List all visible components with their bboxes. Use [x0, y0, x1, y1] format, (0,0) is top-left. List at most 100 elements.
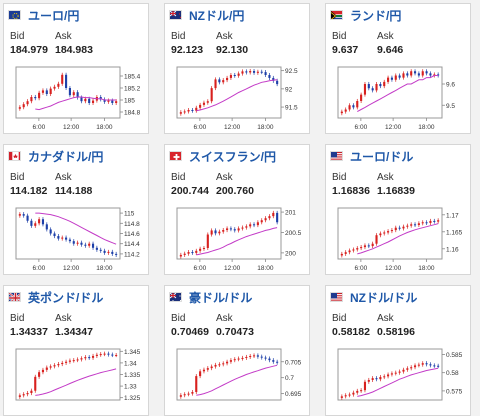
- card-header[interactable]: NZドル/円: [169, 7, 244, 23]
- candle-body: [387, 231, 389, 232]
- y-tick-label: 0.7: [285, 375, 294, 382]
- currency-pair-name[interactable]: ランド/円: [350, 7, 401, 24]
- y-tick-label: 1.17: [446, 212, 459, 219]
- candle-body: [426, 222, 428, 223]
- card-header[interactable]: ユーロ/ドル: [330, 148, 413, 164]
- ask-label: Ask: [55, 313, 72, 324]
- card-header[interactable]: 豪ドル/ドル: [169, 289, 252, 305]
- y-tick-label: 1.16: [446, 246, 459, 253]
- ask-label: Ask: [377, 172, 394, 183]
- za-flag: [330, 10, 343, 20]
- ask-value: 200.760: [216, 185, 254, 197]
- currency-pair-name[interactable]: 英ポンド/ドル: [28, 289, 103, 306]
- y-tick-label: 201: [285, 210, 296, 217]
- candle-body: [218, 364, 220, 365]
- candle-body: [46, 368, 48, 370]
- candle-body: [372, 88, 374, 90]
- candle-body: [211, 88, 213, 101]
- currency-pair-name[interactable]: カナダドル/円: [28, 148, 103, 165]
- candle-body: [26, 393, 28, 394]
- candle-body: [100, 250, 102, 251]
- ask-value: 0.70473: [216, 326, 254, 338]
- candle-body: [23, 394, 25, 395]
- bid-value: 1.34337: [10, 326, 48, 338]
- candle-body: [360, 390, 362, 391]
- x-tick-label: 6:00: [194, 124, 207, 131]
- y-tick-label: 1.165: [446, 229, 463, 236]
- candle-body: [261, 357, 263, 358]
- candle-body: [111, 252, 113, 254]
- ask-value: 9.646: [377, 44, 403, 56]
- currency-pair-name[interactable]: スイスフラン/円: [189, 148, 276, 165]
- currency-pair-name[interactable]: 豪ドル/ドル: [189, 289, 252, 306]
- uk-flag: [8, 292, 21, 302]
- candle-body: [276, 362, 278, 363]
- candle-body: [406, 368, 408, 369]
- candle-body: [211, 367, 213, 369]
- candle-body: [38, 219, 40, 223]
- candle-body: [345, 252, 347, 254]
- y-tick-label: 91.5: [285, 105, 298, 112]
- candle-body: [265, 72, 267, 75]
- card-header[interactable]: ユーロ/円: [8, 7, 79, 23]
- candle-body: [184, 254, 186, 255]
- y-tick-label: 185.2: [124, 86, 141, 93]
- candle-body: [238, 228, 240, 230]
- candle-body: [38, 372, 40, 377]
- candle-body: [341, 254, 343, 256]
- currency-pair-name[interactable]: ユーロ/円: [28, 7, 79, 24]
- candle-body: [433, 221, 435, 222]
- currency-pair-name[interactable]: ユーロ/ドル: [350, 148, 413, 165]
- candle-body: [375, 378, 377, 379]
- bid-value: 114.182: [10, 185, 47, 197]
- candle-body: [257, 355, 259, 356]
- y-tick-label: 0.585: [446, 352, 463, 359]
- candle-body: [356, 248, 358, 249]
- candle-body: [203, 370, 205, 372]
- bid-value: 92.123: [171, 44, 203, 56]
- currency-pair-name[interactable]: NZドル/円: [189, 7, 244, 24]
- bid-value: 0.70469: [171, 326, 209, 338]
- candle-body: [265, 218, 267, 220]
- candle-body: [226, 78, 228, 80]
- card-header[interactable]: NZドル/ドル: [330, 289, 417, 305]
- x-tick-label: 6:00: [33, 124, 46, 131]
- candle-body: [96, 248, 98, 250]
- candle-body: [341, 112, 343, 114]
- card-header[interactable]: カナダドル/円: [8, 148, 103, 164]
- bid-value: 9.637: [332, 44, 358, 56]
- x-tick-label: 18:00: [257, 124, 274, 131]
- candle-body: [207, 101, 209, 102]
- x-tick-label: 12:00: [224, 265, 241, 272]
- candle-body: [84, 357, 86, 358]
- card-header[interactable]: ランド/円: [330, 7, 401, 23]
- candle-body: [433, 365, 435, 366]
- candle-body: [379, 377, 381, 379]
- card-header[interactable]: 英ポンド/ドル: [8, 289, 103, 305]
- currency-pair-name[interactable]: NZドル/ドル: [350, 289, 417, 306]
- candle-body: [65, 75, 67, 88]
- candle-body: [383, 232, 385, 233]
- y-tick-label: 185: [124, 98, 135, 105]
- card-header[interactable]: スイスフラン/円: [169, 148, 276, 164]
